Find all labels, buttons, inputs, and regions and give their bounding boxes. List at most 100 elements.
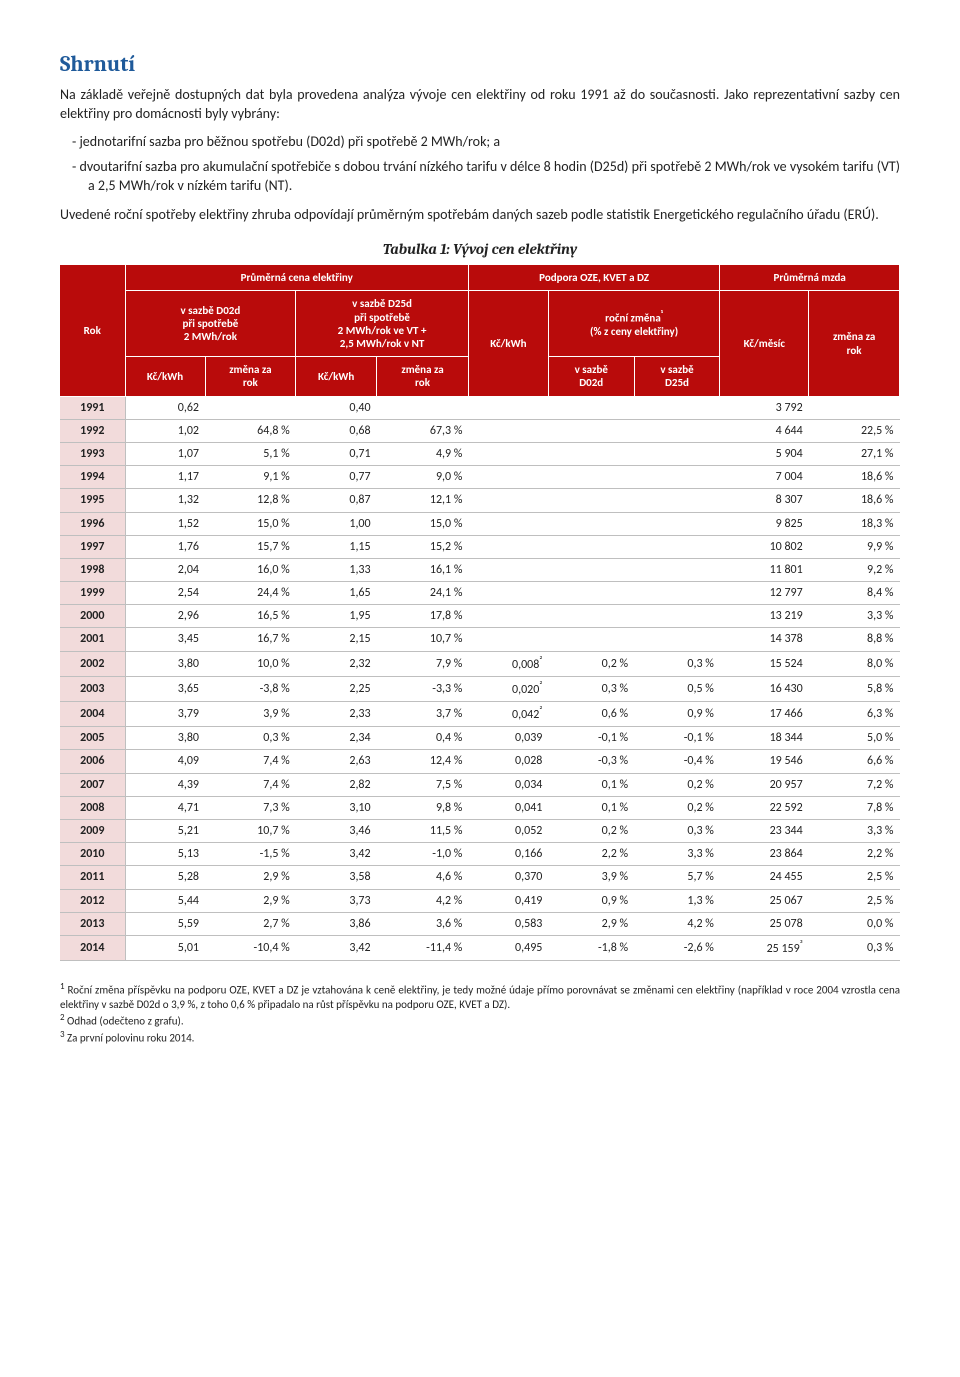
footnote-3: Za první polovinu roku 2014. xyxy=(65,1032,195,1045)
table-cell: -0,1 % xyxy=(548,727,634,750)
table-cell: -3,3 % xyxy=(377,676,469,701)
table-cell: 3,80 xyxy=(125,651,205,676)
table-row: 19951,3212,8 %0,8712,1 %8 30718,6 % xyxy=(60,489,900,512)
table-row: 20105,13-1,5 %3,42-1,0 %0,1662,2 %3,3 %2… xyxy=(60,843,900,866)
table-cell: 2,33 xyxy=(296,702,377,727)
table-cell: 2014 xyxy=(60,935,125,960)
table-cell: 9,8 % xyxy=(377,796,469,819)
table-cell: 0,008² xyxy=(468,651,548,676)
table-cell: 1,52 xyxy=(125,512,205,535)
table-cell: 0,68 xyxy=(296,419,377,442)
table-cell: 11,5 % xyxy=(377,819,469,842)
table-cell: 2,32 xyxy=(296,651,377,676)
table-cell xyxy=(468,558,548,581)
table-cell: -1,8 % xyxy=(548,935,634,960)
table-cell: 1993 xyxy=(60,442,125,465)
table-cell xyxy=(468,442,548,465)
table-cell: 2001 xyxy=(60,628,125,651)
table-cell: 2008 xyxy=(60,796,125,819)
table-cell: 3,7 % xyxy=(377,702,469,727)
table-row: 20135,592,7 %3,863,6 %0,5832,9 %4,2 %25 … xyxy=(60,912,900,935)
table-cell: 2,04 xyxy=(125,558,205,581)
table-cell: 2006 xyxy=(60,750,125,773)
table-cell: 8 307 xyxy=(720,489,809,512)
table-cell: 2,7 % xyxy=(205,912,296,935)
table-cell: 1,07 xyxy=(125,442,205,465)
table-cell: 0,4 % xyxy=(377,727,469,750)
table-cell: 12,1 % xyxy=(377,489,469,512)
table-cell: 0,3 % xyxy=(548,676,634,701)
table-cell: 8,4 % xyxy=(809,582,900,605)
table-cell: 5,1 % xyxy=(205,442,296,465)
header-group-wage: Průměrná mzda xyxy=(720,265,900,291)
table-cell: 14 378 xyxy=(720,628,809,651)
table-cell: 1996 xyxy=(60,512,125,535)
table-cell: 3,10 xyxy=(296,796,377,819)
table-cell: -0,1 % xyxy=(634,727,720,750)
table-cell: 67,3 % xyxy=(377,419,469,442)
section-title: Shrnutí xyxy=(60,50,900,80)
table-cell: 3,3 % xyxy=(809,819,900,842)
table-cell: -1,5 % xyxy=(205,843,296,866)
table-cell: 2005 xyxy=(60,727,125,750)
table-cell: -2,6 % xyxy=(634,935,720,960)
table-cell: 2,9 % xyxy=(548,912,634,935)
header-sup-d02: v sazběD02d xyxy=(548,357,634,396)
table-cell: 0,87 xyxy=(296,489,377,512)
table-cell: 2007 xyxy=(60,773,125,796)
table-cell: 4,71 xyxy=(125,796,205,819)
table-cell xyxy=(548,396,634,419)
table-cell: 5,44 xyxy=(125,889,205,912)
table-cell: 27,1 % xyxy=(809,442,900,465)
table-cell: 10 802 xyxy=(720,535,809,558)
table-cell: 24,4 % xyxy=(205,582,296,605)
table-cell xyxy=(548,466,634,489)
table-cell: 4,39 xyxy=(125,773,205,796)
table-cell: 1992 xyxy=(60,419,125,442)
table-cell: 4,09 xyxy=(125,750,205,773)
table-cell: 3,9 % xyxy=(548,866,634,889)
table-cell: 16,7 % xyxy=(205,628,296,651)
table-cell: 5,13 xyxy=(125,843,205,866)
table-cell: 3,3 % xyxy=(634,843,720,866)
table-row: 19921,0264,8 %0,6867,3 %4 64422,5 % xyxy=(60,419,900,442)
table-cell: 0,9 % xyxy=(548,889,634,912)
table-cell: 16,0 % xyxy=(205,558,296,581)
table-cell xyxy=(634,396,720,419)
table-cell: 2,9 % xyxy=(205,889,296,912)
table-cell: 2,34 xyxy=(296,727,377,750)
bullet-list: jednotarifní sazba pro běžnou spotřebu (… xyxy=(60,133,900,196)
header-support-kc: Kč/kWh xyxy=(468,291,548,396)
table-cell: 0,62 xyxy=(125,396,205,419)
table-cell xyxy=(634,512,720,535)
header-annual-change: roční změna¹(% z ceny elektřiny) xyxy=(548,291,720,357)
table-cell: 0,2 % xyxy=(548,651,634,676)
table-cell xyxy=(205,396,296,419)
table-cell: 5,8 % xyxy=(809,676,900,701)
table-cell: 0,495 xyxy=(468,935,548,960)
table-cell: 0,052 xyxy=(468,819,548,842)
table-row: 20145,01-10,4 %3,42-11,4 %0,495-1,8 %-2,… xyxy=(60,935,900,960)
table-cell: 4,2 % xyxy=(634,912,720,935)
table-cell: 16 430 xyxy=(720,676,809,701)
intro-paragraph-2: Uvedené roční spotřeby elektřiny zhruba … xyxy=(60,206,900,225)
table-cell: -0,3 % xyxy=(548,750,634,773)
table-cell: 0,020² xyxy=(468,676,548,701)
table-cell: 2,25 xyxy=(296,676,377,701)
table-cell: 2,5 % xyxy=(809,866,900,889)
table-cell: 1991 xyxy=(60,396,125,419)
table-cell: 7 004 xyxy=(720,466,809,489)
table-cell: 2003 xyxy=(60,676,125,701)
table-row: 20095,2110,7 %3,4611,5 %0,0520,2 %0,3 %2… xyxy=(60,819,900,842)
table-cell: 23 344 xyxy=(720,819,809,842)
table-cell: 0,2 % xyxy=(634,773,720,796)
table-cell: 15 524 xyxy=(720,651,809,676)
table-cell: 7,2 % xyxy=(809,773,900,796)
table-cell: 2012 xyxy=(60,889,125,912)
header-wage-kc: Kč/měsíc xyxy=(720,291,809,396)
table-cell: 13 219 xyxy=(720,605,809,628)
table-cell: 2,5 % xyxy=(809,889,900,912)
table-cell: 5 904 xyxy=(720,442,809,465)
header-d25-kc: Kč/kWh xyxy=(296,357,377,396)
table-cell: 15,2 % xyxy=(377,535,469,558)
